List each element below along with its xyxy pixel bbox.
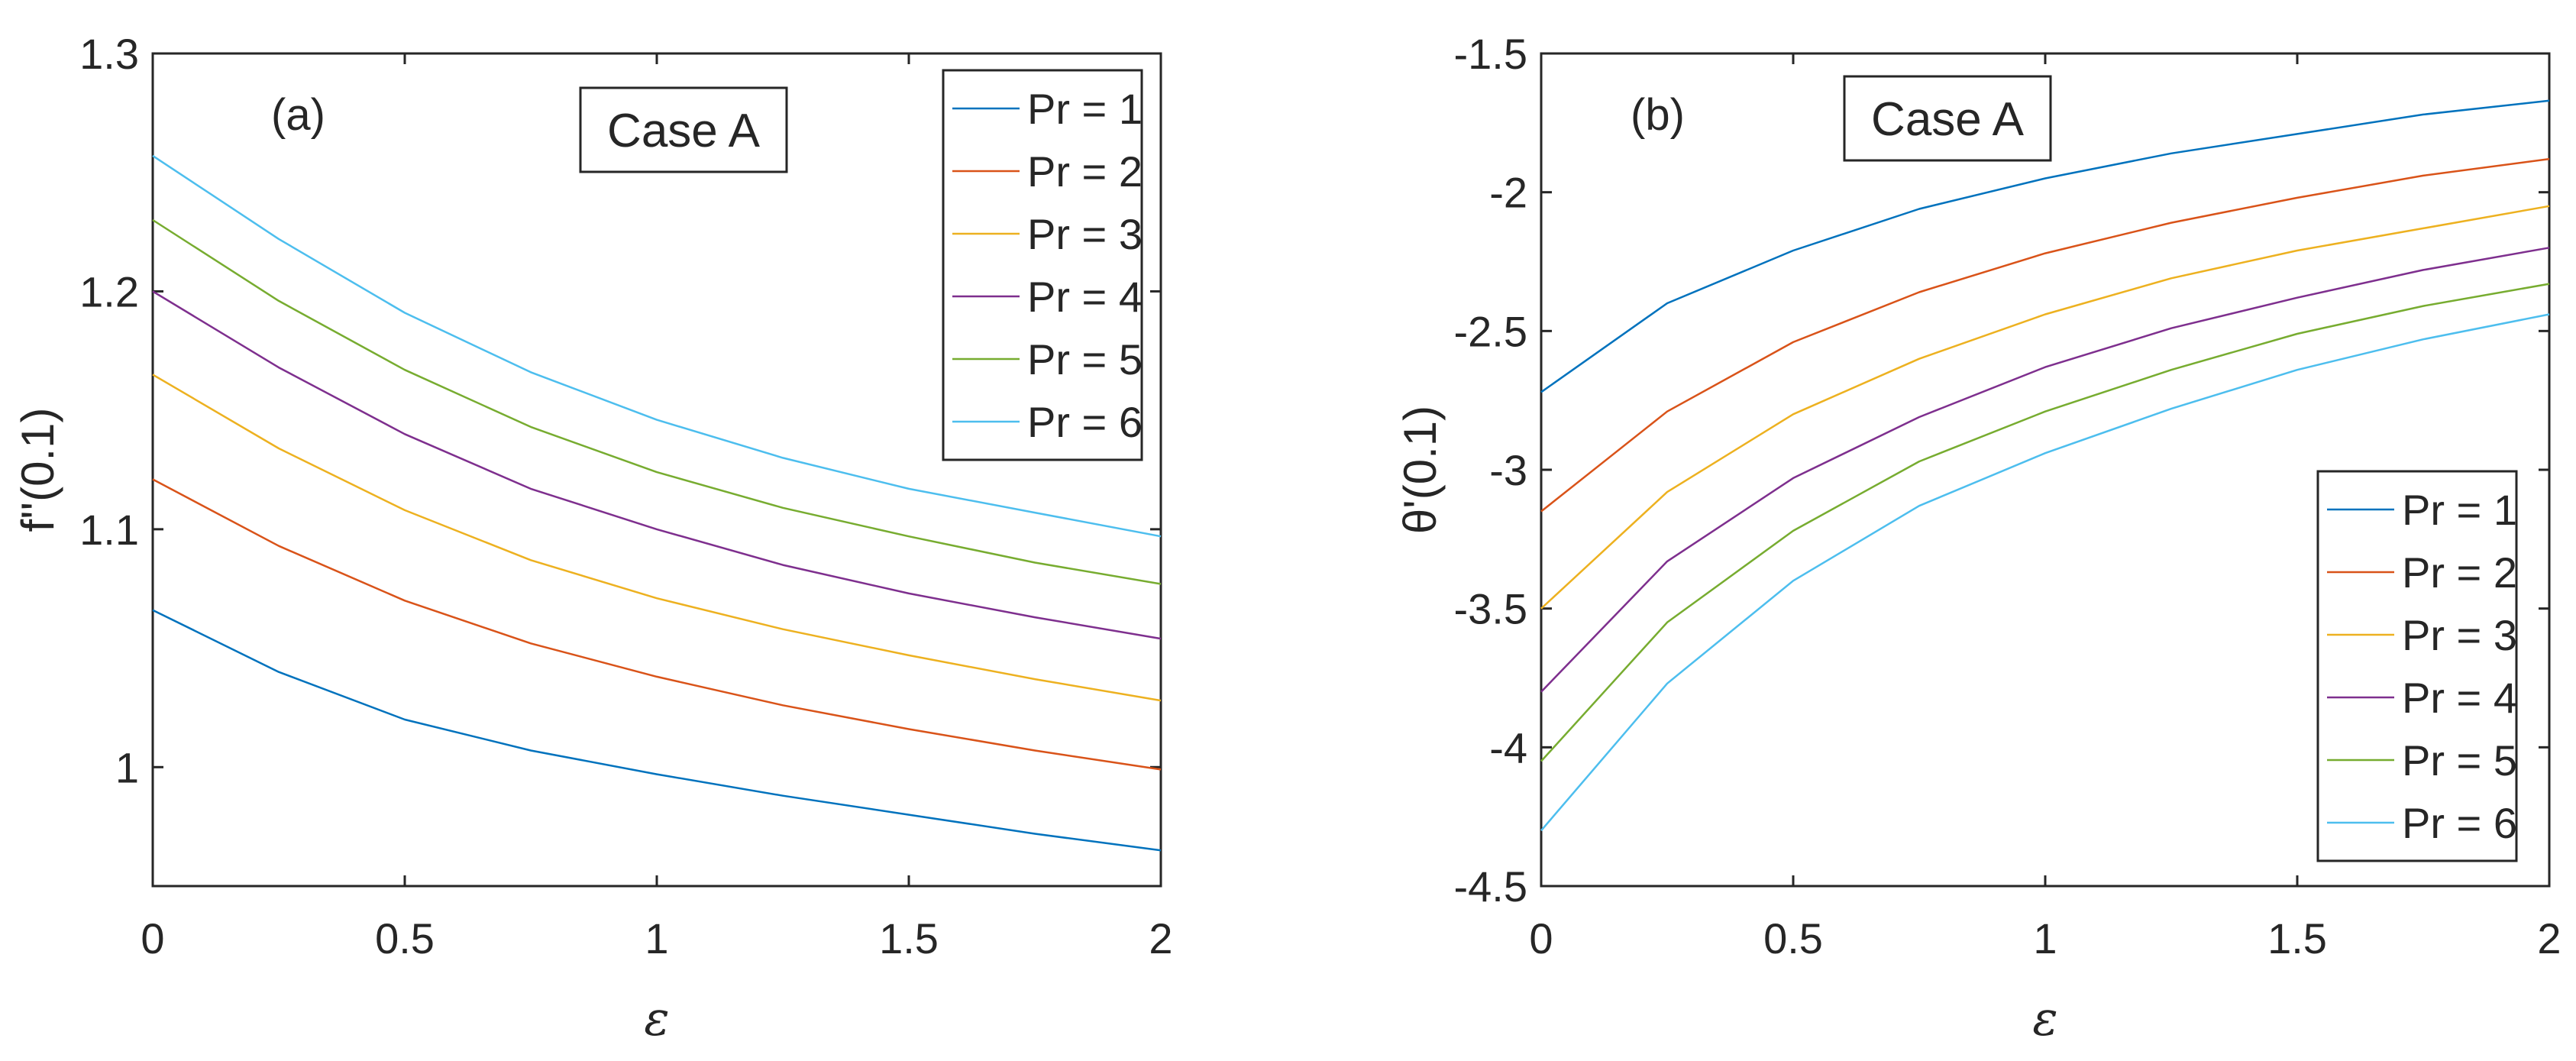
x-tick-label-b: 0.5 xyxy=(1763,914,1823,962)
y-tick-label-b: -1.5 xyxy=(1454,30,1528,78)
y-tick-label-b: -4.5 xyxy=(1454,862,1528,911)
series-line-b-pr5 xyxy=(1540,283,2550,762)
series-lines-a xyxy=(152,154,1162,852)
x-axis-label-a: ε xyxy=(644,991,669,1046)
case-label-box-b xyxy=(1843,75,2052,162)
y-tick-label-b: -4 xyxy=(1489,723,1527,771)
y-tick-label-a: 1.1 xyxy=(79,506,139,554)
legend-b: Pr = 1 Pr = 2 Pr = 3 Pr = 4 Pr = 5 Pr = 6 xyxy=(2316,470,2518,862)
y-axis-label-a: f''(0.1) xyxy=(12,408,63,532)
case-label-box-a xyxy=(579,86,788,173)
series-line-a-pr4 xyxy=(152,290,1162,640)
series-lines-b xyxy=(1540,99,2550,832)
x-tick-label-a: 0 xyxy=(141,914,164,962)
legend-label-a-pr1: Pr = 1 xyxy=(1027,85,1143,133)
legend-label-b-pr1: Pr = 1 xyxy=(2402,486,2517,534)
legend-label-b-pr5: Pr = 5 xyxy=(2402,736,2517,784)
y-tick-label-a: 1.3 xyxy=(79,30,139,78)
chart-panel-b: 0 0.5 1 1.5 2 -4.5 -4 -3.5 -3 -2.5 -2 -1.5 (b) Case… xyxy=(1395,30,2561,1046)
x-tick-label-b: 1 xyxy=(2033,914,2057,962)
series-line-a-pr1 xyxy=(152,609,1162,852)
series-line-b-pr1 xyxy=(1540,99,2550,393)
series-line-b-pr2 xyxy=(1540,157,2550,513)
ticks-b: 0 0.5 1 1.5 2 -4.5 -4 -3.5 -3 -2.5 -2 -1.5 xyxy=(1454,30,2561,962)
series-line-a-pr6 xyxy=(152,154,1162,538)
y-tick-label-b: -2.5 xyxy=(1454,307,1528,355)
legend-label-a-pr5: Pr = 5 xyxy=(1027,335,1143,383)
case-label-a: Case A xyxy=(607,105,761,157)
x-tick-label-a: 0.5 xyxy=(375,914,435,962)
legend-label-a-pr6: Pr = 6 xyxy=(1027,398,1143,446)
y-axis-label-b: θ'(0.1) xyxy=(1395,406,1446,534)
y-tick-label-b: -3 xyxy=(1489,446,1527,494)
legend-label-a-pr3: Pr = 3 xyxy=(1027,210,1143,258)
x-tick-label-a: 2 xyxy=(1149,914,1172,962)
ticks-a: 0 0.5 1 1.5 2 1 1.1 1.2 1.3 xyxy=(79,30,1172,962)
x-axis-label-b: ε xyxy=(2032,991,2057,1046)
legend-box-a xyxy=(942,69,1143,461)
legend-label-a-pr4: Pr = 4 xyxy=(1027,273,1143,321)
panel-label-a: (a) xyxy=(271,90,325,140)
y-tick-label-a: 1.2 xyxy=(79,267,139,315)
series-line-a-pr2 xyxy=(152,478,1162,771)
panel-label-b: (b) xyxy=(1631,90,1685,140)
legend-a: Pr = 1 Pr = 2 Pr = 3 Pr = 4 Pr = 5 Pr = 6 xyxy=(942,69,1143,461)
case-label-b: Case A xyxy=(1871,93,2025,146)
y-tick-label-b: -3.5 xyxy=(1454,585,1528,633)
series-line-b-pr3 xyxy=(1540,205,2550,610)
legend-label-a-pr2: Pr = 2 xyxy=(1027,147,1143,196)
x-tick-label-b: 2 xyxy=(2537,914,2561,962)
series-line-a-pr5 xyxy=(152,218,1162,585)
series-line-b-pr4 xyxy=(1540,247,2550,693)
legend-box-b xyxy=(2316,470,2518,862)
x-tick-label-b: 1.5 xyxy=(2267,914,2327,962)
legend-label-b-pr4: Pr = 4 xyxy=(2402,674,2517,722)
legend-label-b-pr2: Pr = 2 xyxy=(2402,548,2517,597)
x-tick-label-a: 1 xyxy=(645,914,668,962)
y-tick-label-a: 1 xyxy=(115,743,139,791)
legend-label-b-pr6: Pr = 6 xyxy=(2402,799,2517,847)
x-tick-label-a: 1.5 xyxy=(879,914,939,962)
x-tick-label-b: 0 xyxy=(1529,914,1553,962)
legend-label-b-pr3: Pr = 3 xyxy=(2402,611,2517,659)
y-tick-label-b: -2 xyxy=(1489,169,1527,217)
series-line-a-pr3 xyxy=(152,374,1162,702)
series-line-b-pr6 xyxy=(1540,313,2550,832)
